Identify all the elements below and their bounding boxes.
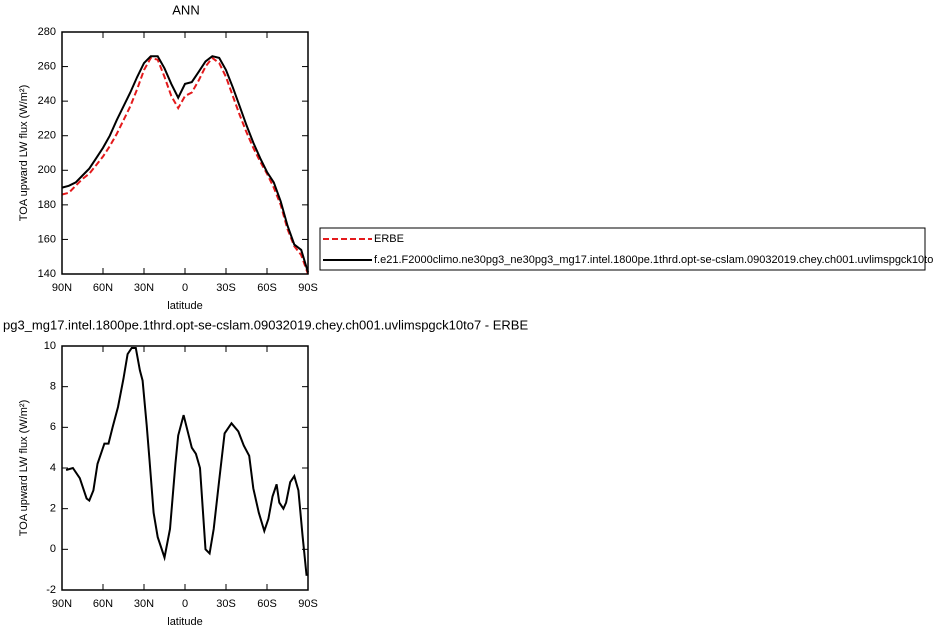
x-tick-label: 90S [298,282,318,294]
y-axis-label: TOA upward LW flux (W/m²) [18,85,30,222]
y-tick-label: 10 [44,340,56,352]
x-tick-label: 30S [216,598,236,610]
y-tick-label: 220 [38,130,56,142]
x-tick-label: 60S [257,598,277,610]
y-tick-label: 160 [38,233,56,245]
y-tick-label: 240 [38,95,56,107]
x-axis-label: latitude [167,300,202,312]
plot-frame [61,345,309,591]
plot-frame [61,31,309,275]
x-tick-label: 0 [182,598,188,610]
y-tick-label: 180 [38,199,56,211]
legend-box [319,227,926,271]
y-tick-label: 200 [38,164,56,176]
chart-title: pg3_mg17.intel.1800pe.1thrd.opt-se-cslam… [3,317,528,332]
data-line [61,55,309,273]
y-tick-label: 0 [50,543,56,555]
legend-label: f.e21.F2000climo.ne30pg3_ne30pg3_mg17.in… [374,254,933,266]
y-tick-label: 4 [50,462,56,474]
y-tick-label: -2 [46,584,56,596]
x-tick-label: 90N [52,282,72,294]
x-tick-label: 30N [134,282,154,294]
y-tick-label: 6 [50,421,56,433]
x-tick-label: 90S [298,598,318,610]
x-tick-label: 60N [93,282,113,294]
y-tick-label: 280 [38,26,56,38]
x-tick-label: 30N [134,598,154,610]
data-line [61,56,309,275]
x-tick-label: 60S [257,282,277,294]
chart-title: ANN [172,2,199,17]
data-line [65,347,308,576]
y-tick-label: 2 [50,503,56,515]
y-tick-label: 260 [38,60,56,72]
y-axis-label: TOA upward LW flux (W/m²) [18,400,30,537]
legend-label: ERBE [374,233,404,245]
x-axis-label: latitude [167,616,202,628]
y-tick-label: 8 [50,381,56,393]
x-tick-label: 90N [52,598,72,610]
y-tick-label: 140 [38,268,56,280]
x-tick-label: 60N [93,598,113,610]
x-tick-label: 30S [216,282,236,294]
x-tick-label: 0 [182,282,188,294]
